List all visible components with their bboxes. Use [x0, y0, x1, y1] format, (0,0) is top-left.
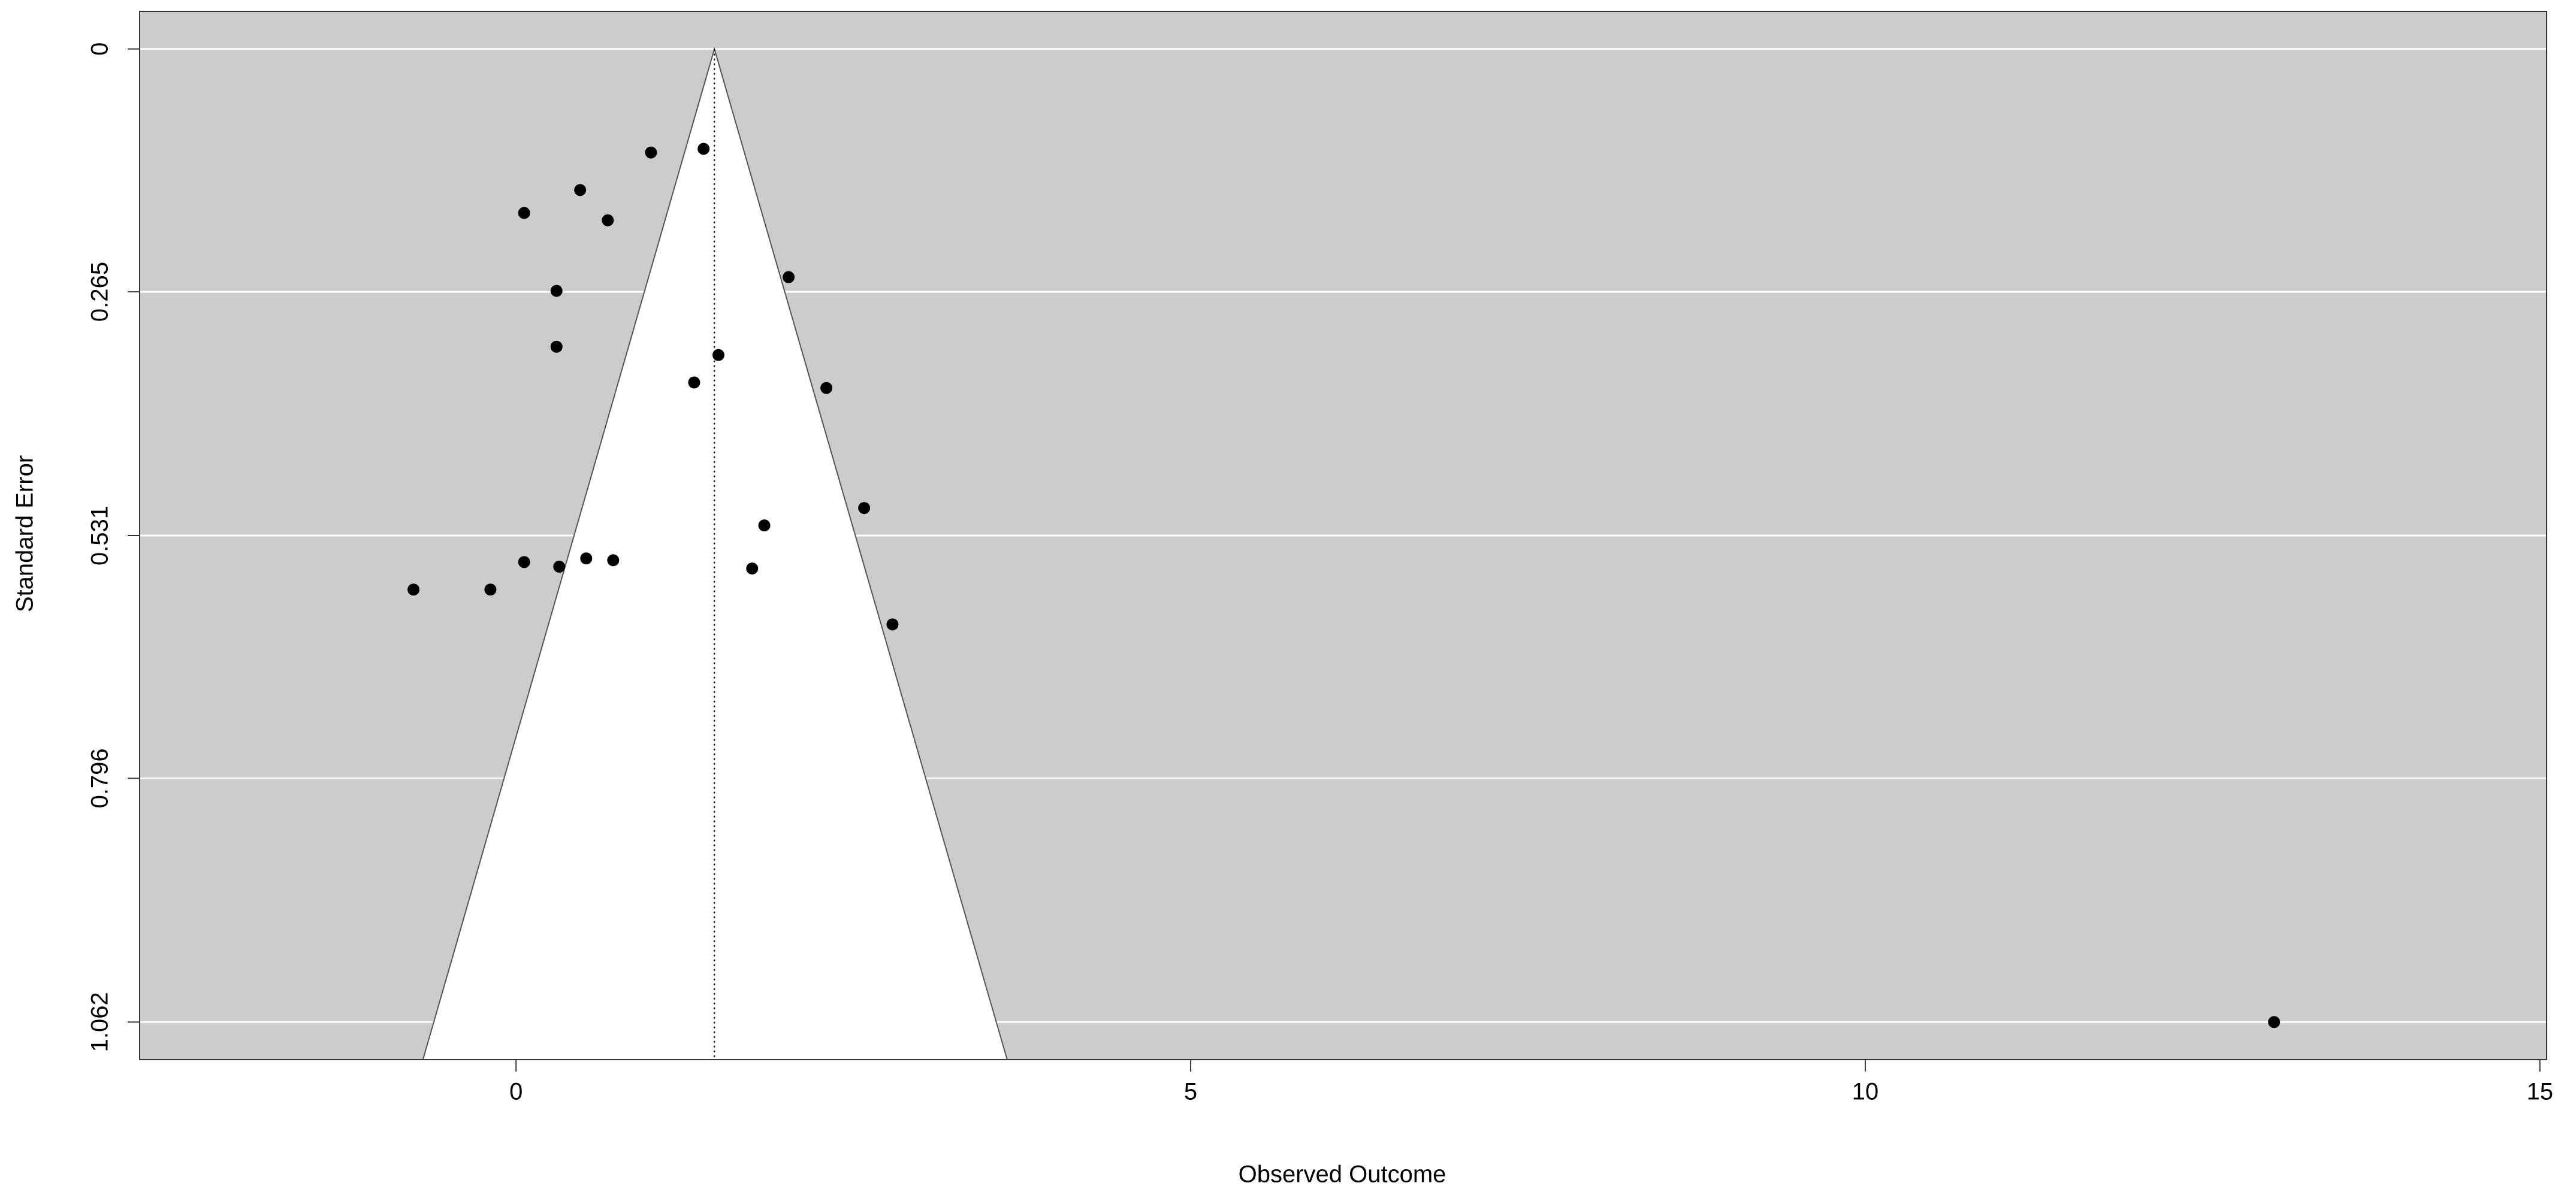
point — [607, 554, 620, 567]
point — [746, 562, 759, 575]
x-axis-label: Observed Outcome — [1239, 1161, 1446, 1188]
point — [550, 285, 563, 297]
point — [858, 502, 871, 515]
y-tick-label: 0.796 — [87, 748, 113, 808]
point — [518, 207, 530, 219]
y-tick-label: 0 — [87, 43, 113, 56]
point — [550, 340, 563, 353]
x-tick-label: 10 — [1852, 1079, 1879, 1105]
x-tick-label: 15 — [2526, 1079, 2553, 1105]
point — [407, 583, 420, 596]
point — [758, 519, 771, 532]
point — [886, 618, 899, 631]
point — [783, 271, 795, 283]
point — [820, 382, 833, 394]
point — [484, 583, 497, 596]
point — [2268, 1016, 2281, 1028]
point — [645, 146, 657, 159]
point — [553, 561, 566, 573]
point — [580, 552, 593, 565]
y-tick-label: 1.062 — [87, 992, 113, 1052]
point — [574, 184, 587, 196]
y-axis-label: Standard Error — [12, 455, 38, 612]
x-tick-label: 0 — [509, 1079, 523, 1105]
x-tick-label: 5 — [1184, 1079, 1197, 1105]
point — [518, 556, 530, 568]
y-tick-label: 0.531 — [87, 506, 113, 565]
point — [697, 143, 710, 155]
point — [688, 376, 700, 389]
point — [602, 214, 614, 226]
point — [712, 349, 724, 361]
y-tick-label: 0.265 — [87, 262, 113, 322]
